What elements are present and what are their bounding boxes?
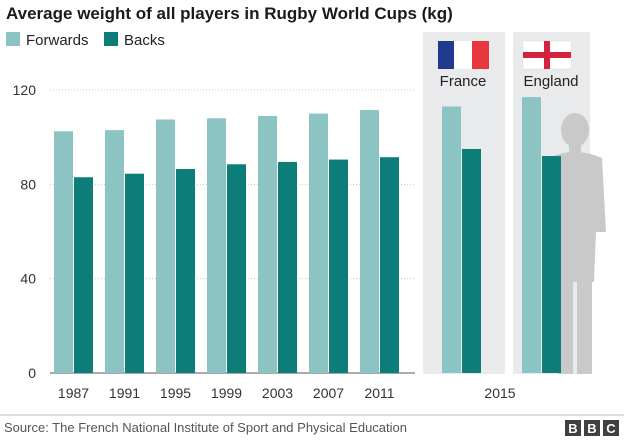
chart-title: Average weight of all players in Rugby W… [6,4,453,23]
x-tick-label-2003: 2003 [262,385,293,401]
france-flag-white-stripe [454,41,472,69]
legend-label-backs: Backs [124,32,165,49]
source-note: Source: The French National Institute of… [4,420,407,435]
bar-backs-2015-france [462,148,481,373]
x-tick-label-1991: 1991 [109,385,140,401]
bbc-logo-letter-3: C [606,421,616,436]
bbc-logo-letter-2: B [587,421,596,436]
bar-forwards-2007 [309,113,328,373]
bar-backs-2015-england [542,156,561,373]
bar-backs-2003 [278,161,297,373]
panel-label-england: England [523,73,578,90]
france-flag-blue-stripe [438,41,454,69]
bar-backs-1987 [74,177,93,373]
bar-forwards-1987 [54,131,73,373]
y-tick-label-80: 80 [20,176,36,192]
bar-backs-1991 [125,173,144,373]
legend: Forwards Backs [6,32,165,49]
legend-label-forwards: Forwards [26,32,89,49]
bbc-logo-block-2 [584,420,600,436]
y-tick-label-0: 0 [28,365,36,381]
bar-backs-1999 [227,164,246,373]
x-tick-label-1987: 1987 [58,385,89,401]
x-tick-label-1995: 1995 [160,385,191,401]
legend-swatch-forwards [6,32,20,46]
x-tick-label-1999: 1999 [211,385,242,401]
france-flag-red-stripe [472,41,489,69]
y-tick-label-40: 40 [20,271,36,287]
x-tick-label-2011: 2011 [364,385,394,401]
bbc-logo: B B C [565,420,619,436]
england-flag-horizontal-bar [523,52,571,58]
bar-forwards-2015-england [522,97,541,373]
bar-backs-2007 [329,159,348,373]
bbc-logo-block-1 [565,420,581,436]
bar-forwards-2003 [258,115,277,374]
y-tick-label-120: 120 [13,82,37,98]
france-flag [438,41,489,69]
bar-backs-1995 [176,169,195,373]
x-tick-label-2007: 2007 [313,385,344,401]
legend-swatch-backs [104,32,118,46]
bar-forwards-2011 [360,110,379,373]
x-axis: 1987 1991 1995 1999 2003 2007 2011 [58,385,395,401]
bar-forwards-2015-france [442,106,461,373]
y-axis: 0 40 80 120 [13,82,37,381]
bars [54,97,561,374]
panel-label-france: France [440,73,487,90]
bar-forwards-1995 [156,119,175,374]
england-flag [522,40,572,70]
bar-forwards-1999 [207,118,226,373]
bar-forwards-1991 [105,130,124,373]
bar-backs-2011 [380,157,399,373]
bbc-logo-block-3 [603,420,619,436]
bbc-logo-letter-1: B [568,421,577,436]
x-tick-label-2015: 2015 [484,385,515,401]
